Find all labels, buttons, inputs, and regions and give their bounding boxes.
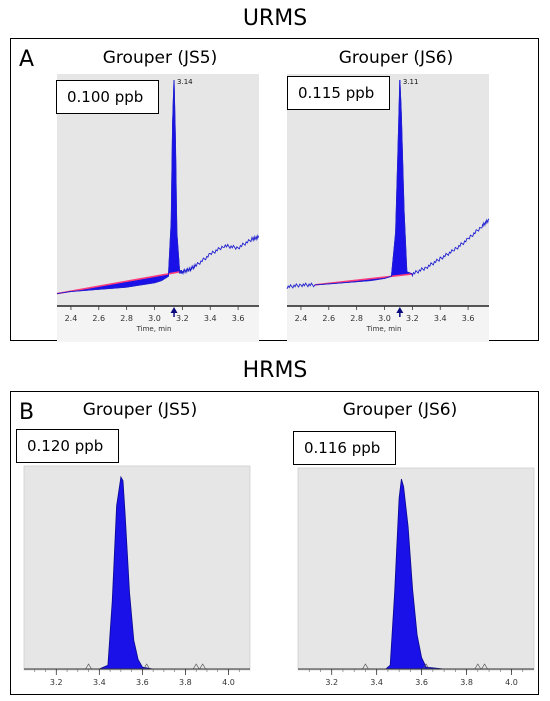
chart-urms-js5: 3.14 2.4 2.6 2.8 3.0 3.2 3.4 3.6 Time, min bbox=[56, 74, 260, 342]
chart-hrms-js6: 3.2 3.4 3.6 3.8 4.0 bbox=[297, 467, 535, 687]
x-tick-label: 3.2 bbox=[325, 678, 338, 687]
peak-rt-label: 3.14 bbox=[177, 78, 193, 86]
chart-urms-js6: 3.11 2.4 2.6 2.8 3.0 3.2 3.4 3.6 Time, min bbox=[286, 74, 490, 342]
x-tick-label: 4.0 bbox=[505, 678, 518, 687]
plot-area bbox=[287, 74, 489, 306]
x-tick-label: 3.0 bbox=[378, 314, 391, 323]
x-tick-label: 3.8 bbox=[179, 678, 192, 687]
noise-bump bbox=[85, 663, 92, 670]
peak-baseline bbox=[314, 273, 413, 286]
chart-title-b2: Grouper (JS6) bbox=[342, 400, 458, 420]
x-tick-label: 3.4 bbox=[204, 314, 217, 323]
section-title-urms: URMS bbox=[242, 6, 308, 31]
noise-bump bbox=[362, 663, 369, 670]
x-tick-label: 3.4 bbox=[93, 678, 106, 687]
x-tick-label: 3.4 bbox=[434, 314, 447, 323]
x-tick-label: 3.2 bbox=[176, 314, 189, 323]
x-tick-label: 3.2 bbox=[406, 314, 419, 323]
x-tick-label: 3.6 bbox=[462, 314, 475, 323]
x-tick-label: 3.4 bbox=[370, 678, 383, 687]
x-tick-label: 2.6 bbox=[92, 314, 105, 323]
noise-bump bbox=[422, 663, 430, 670]
chart-title-a1: Grouper (JS5) bbox=[102, 48, 218, 68]
concentration-box-b1: 0.120 ppb bbox=[16, 429, 119, 463]
rt-marker-arrow bbox=[170, 307, 178, 313]
chromatogram-trace bbox=[286, 79, 490, 289]
concentration-box-b2: 0.116 ppb bbox=[293, 431, 396, 465]
chart-title-a2: Grouper (JS6) bbox=[338, 48, 454, 68]
x-tick-label: 3.6 bbox=[232, 314, 245, 323]
x-tick-label: 3.2 bbox=[50, 678, 63, 687]
peak-baseline bbox=[56, 271, 180, 295]
x-tick-label: 2.8 bbox=[120, 314, 133, 323]
x-tick-label: 3.6 bbox=[415, 678, 428, 687]
x-tick-label: 2.6 bbox=[322, 314, 335, 323]
panel-a: A bbox=[10, 38, 539, 341]
chart-hrms-js5: 3.2 3.4 3.6 3.8 4.0 bbox=[23, 465, 251, 687]
x-tick-label: 3.6 bbox=[136, 678, 149, 687]
x-tick-label: 2.4 bbox=[65, 314, 78, 323]
concentration-box-a2: 0.115 ppb bbox=[287, 76, 390, 110]
noise-bump bbox=[474, 663, 482, 670]
noise-bump bbox=[143, 663, 150, 670]
panel-b: B bbox=[10, 391, 539, 695]
x-axis-label: Time, min bbox=[136, 325, 172, 333]
panel-letter-a: A bbox=[19, 47, 35, 72]
noise-bump bbox=[481, 663, 488, 670]
chromatogram-trace bbox=[56, 79, 260, 295]
peak-rt-label: 3.11 bbox=[403, 78, 419, 86]
concentration-box-a1: 0.100 ppb bbox=[56, 80, 159, 114]
panel-letter-b: B bbox=[19, 400, 35, 425]
section-title-hrms: HRMS bbox=[242, 358, 308, 383]
noise-bump bbox=[199, 663, 206, 670]
x-tick-label: 3.0 bbox=[148, 314, 161, 323]
x-tick-label: 2.4 bbox=[295, 314, 308, 323]
rt-marker-arrow bbox=[396, 307, 404, 313]
x-tick-label: 3.8 bbox=[460, 678, 473, 687]
noise-bump bbox=[192, 663, 200, 670]
plot-area bbox=[23, 465, 251, 671]
x-tick-label: 4.0 bbox=[222, 678, 235, 687]
x-tick-label: 2.8 bbox=[350, 314, 363, 323]
x-axis-label: Time, min bbox=[366, 325, 402, 333]
chart-title-b1: Grouper (JS5) bbox=[82, 400, 198, 420]
